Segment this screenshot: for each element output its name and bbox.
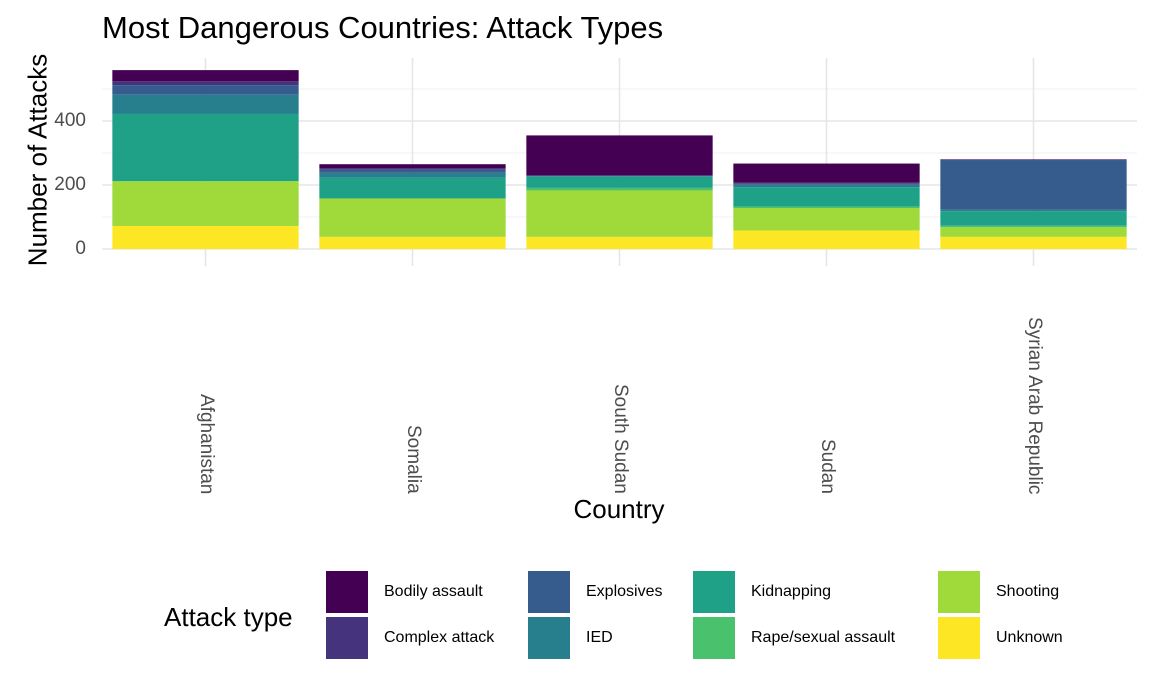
y-tick-label: 200	[54, 174, 86, 195]
bar-segment-sudan-complex-attack	[733, 182, 920, 184]
y-tick-label: 0	[75, 238, 86, 259]
bar-segment-south-sudan-shooting	[526, 190, 713, 237]
bar-segment-somalia-explosives	[319, 169, 506, 173]
x-tick-label: South Sudan	[609, 384, 631, 494]
legend-key	[693, 617, 735, 659]
bar-segment-syrian-arab-republic-shooting	[940, 227, 1127, 237]
legend-key	[693, 571, 735, 613]
bar-segment-south-sudan-unknown	[526, 236, 713, 249]
legend-key	[326, 571, 368, 613]
bar-segment-afghanistan-kidnapping	[112, 113, 299, 182]
legend-label: Unknown	[996, 629, 1063, 646]
chart-title: Most Dangerous Countries: Attack Types	[102, 10, 664, 45]
bar-segment-syrian-arab-republic-bodily-assault	[940, 159, 1127, 161]
bar-segment-syrian-arab-republic-explosives	[940, 160, 1127, 210]
legend-label: Complex attack	[384, 629, 495, 646]
bar-segment-somalia-bodily-assault	[319, 164, 506, 169]
bar-segment-somalia-unknown	[319, 236, 506, 249]
bar-segment-somalia-kidnapping	[319, 177, 506, 199]
bar-segment-south-sudan-explosives	[526, 175, 713, 177]
bar-segment-syrian-arab-republic-rape-sexual-assault	[940, 225, 1127, 228]
bar-segment-afghanistan-unknown	[112, 225, 299, 249]
bar-segment-afghanistan-complex-attack	[112, 81, 299, 86]
legend-key	[528, 617, 570, 659]
legend-label: Kidnapping	[751, 583, 832, 600]
bar-segment-afghanistan-ied	[112, 94, 299, 114]
legend-key	[326, 617, 368, 659]
bar-segment-afghanistan-explosives	[112, 85, 299, 95]
bar-segment-afghanistan-bodily-assault	[112, 70, 299, 82]
bar-segment-syrian-arab-republic-ied	[940, 209, 1127, 212]
legend-label: Bodily assault	[384, 583, 483, 600]
bar-segment-south-sudan-rape-sexual-assault	[526, 187, 713, 191]
legend-title: Attack type	[164, 602, 293, 632]
bar-segment-somalia-ied	[319, 172, 506, 178]
legend: Attack type Bodily assault Complex attack…	[162, 570, 1092, 665]
bar-segment-somalia-complex-attack	[319, 168, 506, 170]
legend-label: Rape/sexual assault	[751, 629, 896, 646]
bar-segment-afghanistan-shooting	[112, 181, 299, 226]
x-axis-label: Country	[573, 494, 665, 524]
x-tick-label: Syrian Arab Republic	[1023, 317, 1045, 495]
bar-segment-sudan-kidnapping	[733, 187, 920, 207]
legend-key	[938, 617, 980, 659]
bar-segment-somalia-shooting	[319, 198, 506, 237]
bar-segment-sudan-bodily-assault	[733, 163, 920, 183]
bar-segment-syrian-arab-republic-unknown	[940, 236, 1127, 249]
bar-segment-south-sudan-ied	[526, 176, 713, 177]
bar-segment-syrian-arab-republic-kidnapping	[940, 211, 1127, 226]
y-tick-label: 400	[54, 110, 86, 131]
bar-segment-sudan-unknown	[733, 230, 920, 249]
bar-segment-sudan-shooting	[733, 208, 920, 231]
legend-label: Shooting	[996, 583, 1060, 600]
bar-segment-sudan-ied	[733, 184, 920, 188]
legend-label: Explosives	[586, 583, 663, 600]
bar-segment-south-sudan-bodily-assault	[526, 135, 713, 176]
legend-key	[528, 571, 570, 613]
x-tick-label: Sudan	[816, 439, 838, 494]
bar-segment-south-sudan-kidnapping	[526, 176, 713, 188]
legend-label: IED	[586, 629, 613, 646]
x-tick-label: Afghanistan	[195, 394, 217, 495]
y-axis-label: Number of Attacks	[22, 53, 53, 267]
x-tick-label: Somalia	[402, 425, 424, 494]
bar-segment-sudan-rape-sexual-assault	[733, 206, 920, 209]
bar-segment-sudan-explosives	[733, 183, 920, 185]
legend-key	[938, 571, 980, 613]
